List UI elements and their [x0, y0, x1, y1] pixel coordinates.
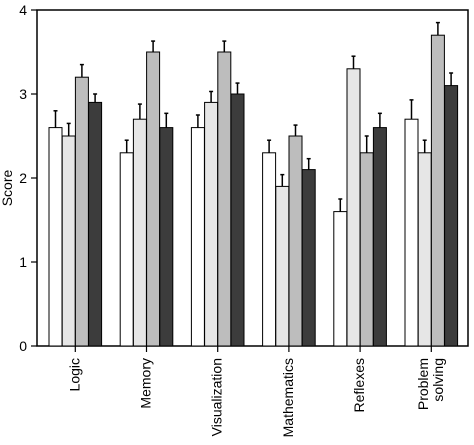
y-tick-label: 4: [19, 2, 27, 18]
bar: [48, 127, 63, 347]
bar: [132, 118, 147, 347]
bar: [119, 152, 134, 347]
bar: [430, 34, 445, 347]
bars-group: [48, 21, 459, 347]
y-tick-label: 3: [19, 86, 27, 102]
bar: [74, 76, 89, 347]
bar: [372, 127, 387, 347]
y-tick-label: 1: [19, 254, 27, 270]
x-tick-label: Visualization: [209, 358, 225, 436]
bar: [444, 85, 459, 347]
bar: [190, 127, 205, 347]
bar: [417, 152, 432, 347]
bar: [204, 101, 219, 347]
bar: [301, 169, 316, 347]
bar: [404, 118, 419, 347]
bar: [61, 135, 76, 347]
x-tick-label: Logic: [66, 358, 82, 391]
bar: [333, 211, 348, 347]
y-tick-label: 2: [19, 170, 27, 186]
x-tick-label: Mathematics: [280, 358, 296, 437]
x-tick-label: solving: [430, 358, 446, 402]
bar: [288, 135, 303, 347]
bar: [262, 152, 277, 347]
bar: [88, 101, 103, 347]
bar: [230, 93, 245, 347]
bar: [217, 51, 232, 347]
bar: [146, 51, 161, 347]
x-axis-ticks: Logic Memory Visualization Mathematics Refle…: [66, 346, 446, 437]
y-axis-label: Score: [0, 170, 15, 207]
bar: [159, 127, 174, 347]
x-tick-label: Reflexes: [351, 358, 367, 412]
bar: [275, 185, 290, 347]
bar: [346, 68, 361, 347]
bar: [359, 152, 374, 347]
x-tick-label: Memory: [138, 358, 154, 409]
y-axis-ticks: 0 1 2 3 4: [19, 2, 37, 354]
y-tick-label: 0: [19, 338, 27, 354]
x-tick-label: Problem: [415, 358, 431, 410]
